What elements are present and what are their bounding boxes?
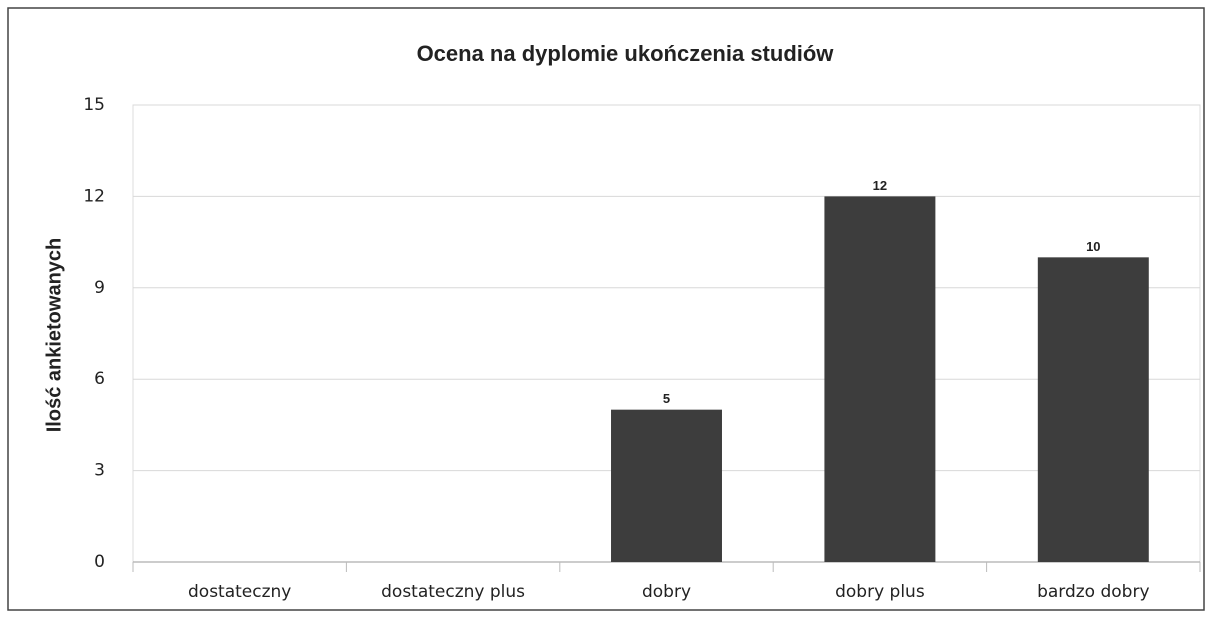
bar <box>611 409 722 562</box>
x-tick-label: dobry <box>642 582 691 602</box>
y-tick-label: 12 <box>83 186 105 206</box>
value-label: 10 <box>1086 239 1100 254</box>
x-tick-label: bardzo dobry <box>1037 582 1149 602</box>
y-tick-label: 6 <box>94 369 105 389</box>
y-tick-label: 9 <box>94 278 105 298</box>
y-tick-label: 3 <box>94 461 105 481</box>
value-label: 5 <box>663 391 670 406</box>
bar <box>1037 257 1149 562</box>
chart-title: Ocena na dyplomie ukończenia studiów <box>417 41 835 66</box>
y-tick-label: 0 <box>94 552 105 572</box>
x-tick-label: dostateczny plus <box>381 582 525 602</box>
x-tick-label: dobry plus <box>835 582 925 602</box>
value-label: 12 <box>873 178 887 193</box>
y-tick-label: 15 <box>83 95 105 115</box>
y-axis-label: Ilość ankietowanych <box>43 238 65 433</box>
x-tick-label: dostateczny <box>188 582 291 602</box>
bar <box>824 196 936 562</box>
